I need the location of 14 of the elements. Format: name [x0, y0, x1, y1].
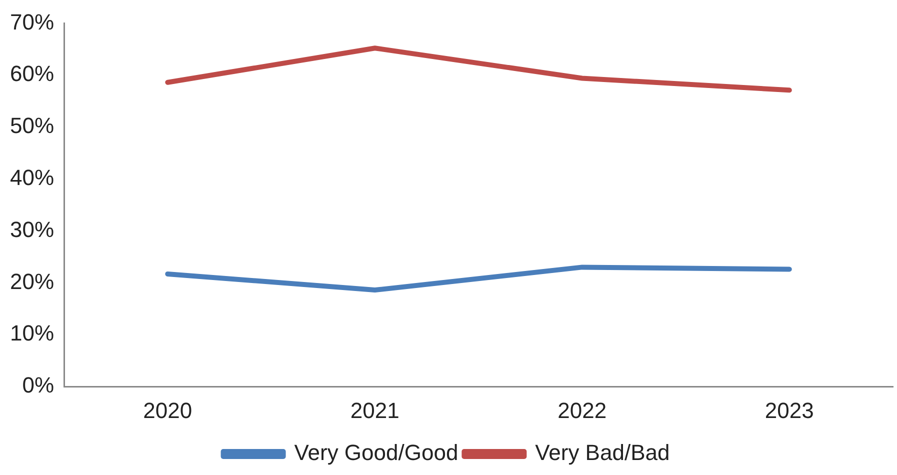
- legend-label: Very Bad/Bad: [535, 440, 670, 466]
- y-tick-label: 60%: [10, 61, 54, 86]
- x-tick-label: 2022: [558, 398, 607, 423]
- y-tick-label: 40%: [10, 165, 54, 190]
- y-tick-label: 50%: [10, 113, 54, 138]
- x-tick-label: 2021: [350, 398, 400, 423]
- y-tick-label: 0%: [22, 372, 54, 398]
- x-tick-label: 2023: [764, 398, 814, 423]
- y-tick-label: 70%: [10, 9, 54, 34]
- x-tick-label: 2020: [143, 398, 192, 423]
- y-tick-label: 30%: [10, 216, 54, 242]
- legend-label: Very Good/Good: [294, 440, 458, 466]
- y-tick-label: 10%: [10, 320, 54, 346]
- y-tick-label: 20%: [10, 268, 54, 294]
